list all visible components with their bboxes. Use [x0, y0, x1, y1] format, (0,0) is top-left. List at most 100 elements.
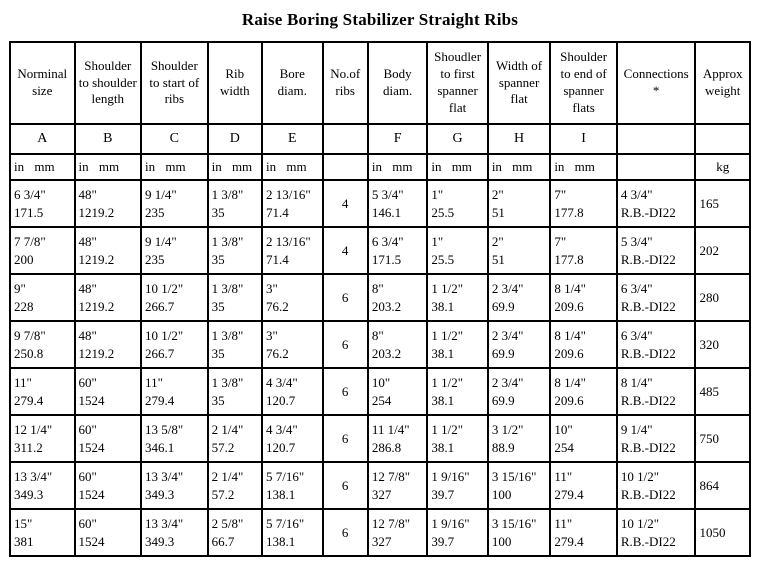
- table-cell: 5 3/4" 146.1: [366, 179, 429, 228]
- table-cell: 1 3/8" 35: [206, 367, 264, 416]
- column-letter-2: C: [140, 123, 209, 155]
- table-cell: 11" 279.4: [9, 367, 76, 416]
- cell-line: 485: [699, 383, 719, 399]
- table-cell: 2 13/16" 71.4: [261, 179, 324, 228]
- cell-line: 381: [14, 533, 34, 549]
- table-cell: 4: [321, 226, 369, 275]
- cell-line: 9 1/4": [145, 233, 177, 249]
- cell-line: 6: [341, 289, 349, 305]
- table-cell: 4 3/4" R.B.-DI22: [615, 179, 697, 228]
- cell-line: 146.1: [371, 204, 402, 220]
- table-cell: 9 1/4" R.B.-DI22: [615, 414, 697, 463]
- cell-line: 100: [491, 533, 512, 549]
- table-cell: 15" 381: [9, 508, 76, 557]
- table-cell: 2 5/8" 66.7: [206, 508, 264, 557]
- column-header-9: Shoulder to end of spanner flats: [549, 41, 618, 125]
- cell-line: 279.4: [554, 486, 584, 502]
- cell-line: 120.7: [266, 439, 296, 455]
- cell-line: 2": [491, 233, 504, 249]
- table-cell: 60" 1524: [73, 367, 143, 416]
- column-letter-8: H: [486, 123, 552, 155]
- cell-line: 69.9: [491, 392, 515, 408]
- cell-line: R.B.-DI22: [620, 298, 676, 314]
- table-cell: 60" 1524: [73, 461, 143, 510]
- cell-line: 35: [211, 251, 225, 267]
- cell-line: 1 3/8": [211, 186, 244, 202]
- cell-line: 4 3/4": [620, 186, 653, 202]
- table-cell: 3" 76.2: [261, 273, 324, 322]
- cell-line: 120.7: [266, 392, 296, 408]
- table-cell: 48" 1219.2: [73, 179, 143, 228]
- column-letter-0: A: [9, 123, 76, 155]
- column-unit-9: in mm: [549, 153, 618, 181]
- cell-line: 1 9/16": [431, 515, 470, 531]
- table-cell: 1050: [694, 508, 751, 557]
- cell-line: 209.6: [554, 298, 584, 314]
- cell-line: 10": [554, 421, 573, 437]
- cell-line: 48": [78, 280, 97, 296]
- cell-line: 39.7: [431, 486, 455, 502]
- cell-line: 1 3/8": [211, 280, 244, 296]
- cell-line: 76.2: [266, 298, 289, 314]
- cell-line: 8 1/4": [554, 327, 586, 343]
- table-cell: 8 1/4" R.B.-DI22: [615, 367, 697, 416]
- cell-line: R.B.-DI22: [620, 204, 676, 220]
- table-cell: 10 1/2" 266.7: [140, 273, 209, 322]
- table-head: Norminal size Shoulder to shoulder length…: [9, 41, 751, 181]
- table-cell: 2 3/4" 69.9: [486, 367, 552, 416]
- cell-line: 4: [341, 195, 349, 211]
- cell-line: 11": [145, 374, 163, 390]
- cell-line: 311.2: [14, 439, 43, 455]
- table-cell: 6: [321, 367, 369, 416]
- cell-line: 6 3/4": [620, 280, 653, 296]
- cell-line: 1 9/16": [431, 468, 470, 484]
- table-row: 13 3/4" 349.3 60" 1524 13 3/4" 349.3 2 1/4" 57.…: [9, 461, 751, 510]
- column-header-2: Shoulder to start of ribs: [140, 41, 209, 125]
- cell-line: 2 1/4": [211, 468, 244, 484]
- table-cell: 5 7/16" 138.1: [261, 461, 324, 510]
- cell-line: 35: [211, 345, 225, 361]
- cell-line: 864: [699, 477, 719, 493]
- cell-line: 39.7: [431, 533, 455, 549]
- table-cell: 1 1/2" 38.1: [426, 414, 489, 463]
- column-letter-1: B: [73, 123, 143, 155]
- table-cell: 4: [321, 179, 369, 228]
- table-cell: 10 1/2" R.B.-DI22: [615, 508, 697, 557]
- cell-line: 7": [554, 186, 567, 202]
- cell-line: 2 3/4": [491, 327, 524, 343]
- cell-line: 8 1/4": [554, 374, 586, 390]
- table-cell: 13 3/4" 349.3: [140, 461, 209, 510]
- cell-line: 10 1/2": [145, 280, 184, 296]
- cell-line: 171.5: [371, 251, 402, 267]
- cell-line: 38.1: [431, 439, 455, 455]
- column-unit-3: in mm: [206, 153, 264, 181]
- column-header-4: Bore diam.: [261, 41, 324, 125]
- column-letter-7: G: [426, 123, 489, 155]
- column-header-11: Approx weight: [694, 41, 751, 125]
- table-cell: 8 1/4" 209.6: [549, 273, 618, 322]
- cell-line: 9 7/8": [14, 327, 46, 343]
- table-cell: 1 9/16" 39.7: [426, 461, 489, 510]
- table-cell: 6 3/4" 171.5: [366, 226, 429, 275]
- cell-line: 6 3/4": [14, 186, 46, 202]
- table-cell: 48" 1219.2: [73, 273, 143, 322]
- table-row: 7 7/8" 200 48" 1219.2 9 1/4" 235 1 3/8" 35 2 13/…: [9, 226, 751, 275]
- table-cell: 10 1/2" R.B.-DI22: [615, 461, 697, 510]
- table-cell: 9 1/4" 235: [140, 226, 209, 275]
- table-cell: 8 1/4" 209.6: [549, 320, 618, 369]
- cell-line: 2 1/4": [211, 421, 244, 437]
- table-cell: 6 3/4" R.B.-DI22: [615, 273, 697, 322]
- cell-line: 171.5: [14, 204, 44, 220]
- cell-line: 12 7/8": [371, 468, 411, 484]
- table-cell: 10" 254: [549, 414, 618, 463]
- table-cell: 2 1/4" 57.2: [206, 461, 264, 510]
- table-cell: 10" 254: [366, 367, 429, 416]
- cell-line: 13 3/4": [145, 515, 184, 531]
- table-cell: 12 7/8" 327: [366, 461, 429, 510]
- table-cell: 12 7/8" 327: [366, 508, 429, 557]
- cell-line: 2 13/16": [266, 186, 311, 202]
- table-cell: 6: [321, 414, 369, 463]
- table-cell: 11 1/4" 286.8: [366, 414, 429, 463]
- cell-line: 25.5: [431, 251, 455, 267]
- column-letter-5: [321, 123, 369, 155]
